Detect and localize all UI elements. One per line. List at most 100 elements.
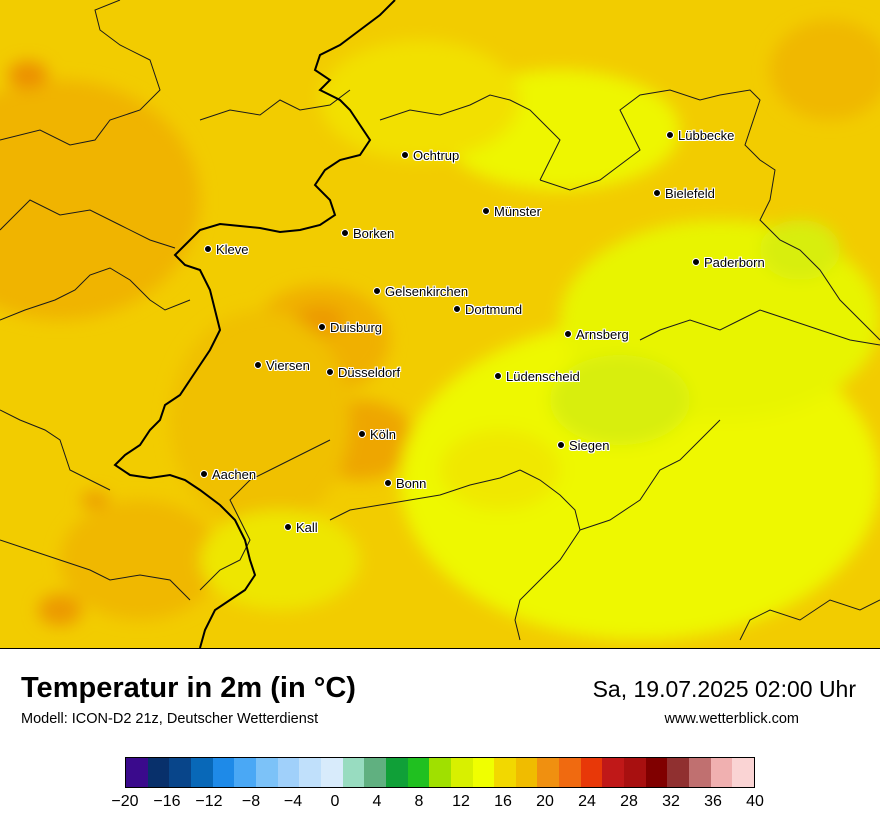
city-dot bbox=[341, 229, 349, 237]
temperature-colorbar bbox=[125, 757, 755, 788]
city-dot bbox=[384, 479, 392, 487]
colorbar-tick: 4 bbox=[372, 793, 382, 810]
colorbar-segment bbox=[602, 758, 625, 787]
temperature-patches bbox=[0, 20, 880, 640]
city-marker: Arnsberg bbox=[564, 326, 629, 342]
city-marker: Borken bbox=[341, 225, 394, 241]
colorbar-segment bbox=[126, 758, 148, 787]
city-name: Bonn bbox=[396, 475, 427, 491]
colorbar-tick: 16 bbox=[494, 793, 512, 810]
city-dot bbox=[401, 151, 409, 159]
city-marker: Dortmund bbox=[453, 301, 522, 317]
city-dot bbox=[358, 430, 366, 438]
city-name: Kleve bbox=[216, 241, 249, 257]
colorbar-segment bbox=[407, 758, 430, 787]
city-marker: Bielefeld bbox=[653, 185, 715, 201]
colorbar-segment bbox=[234, 758, 256, 787]
city-dot bbox=[204, 245, 212, 253]
city-marker: Düsseldorf bbox=[326, 364, 400, 380]
colorbar-segment bbox=[169, 758, 191, 787]
colorbar-segment bbox=[732, 758, 755, 787]
colorbar-tick: −4 bbox=[283, 793, 303, 810]
model-source: Modell: ICON-D2 21z, Deutscher Wetterdie… bbox=[21, 711, 319, 727]
colorbar-segment bbox=[645, 758, 668, 787]
city-dot bbox=[254, 361, 262, 369]
city-name: Lübbecke bbox=[678, 127, 735, 143]
city-marker: Kleve bbox=[204, 241, 249, 257]
city-dot bbox=[482, 207, 490, 215]
colorbar-segment bbox=[710, 758, 733, 787]
city-dot bbox=[318, 323, 326, 331]
colorbar-segment bbox=[385, 758, 408, 787]
colorbar-segment bbox=[472, 758, 495, 787]
colorbar-tick: 24 bbox=[578, 793, 596, 810]
colorbar-segment bbox=[494, 758, 516, 787]
temperature-map: Lübbecke Ochtrup Bielefeld Münster Borken Kle… bbox=[0, 0, 880, 649]
colorbar-segment bbox=[580, 758, 603, 787]
colorbar-segment bbox=[342, 758, 365, 787]
map-title: Temperatur in 2m (in °C) bbox=[21, 672, 356, 704]
city-name: Lüdenscheid bbox=[506, 368, 580, 384]
colorbar-tick: 20 bbox=[536, 793, 554, 810]
city-marker: Bonn bbox=[384, 475, 426, 491]
colorbar-segment bbox=[190, 758, 213, 787]
colorbar-segment bbox=[255, 758, 278, 787]
city-name: Gelsenkirchen bbox=[385, 283, 469, 299]
city-marker: Ochtrup bbox=[401, 147, 459, 163]
city-dot bbox=[557, 441, 565, 449]
city-name: Ochtrup bbox=[413, 147, 460, 163]
city-marker: Duisburg bbox=[318, 319, 382, 335]
city-marker: Lüdenscheid bbox=[494, 368, 580, 384]
city-name: Borken bbox=[353, 225, 395, 241]
valid-time: Sa, 19.07.2025 02:00 Uhr bbox=[592, 676, 856, 702]
colorbar-tick: −12 bbox=[195, 793, 223, 810]
city-dot bbox=[494, 372, 502, 380]
city-dot bbox=[373, 287, 381, 295]
city-name: Viersen bbox=[266, 357, 310, 373]
city-name: Aachen bbox=[212, 466, 257, 482]
colorbar-tick: 8 bbox=[414, 793, 424, 810]
city-dot bbox=[453, 305, 461, 313]
colorbar-tick: −8 bbox=[241, 793, 261, 810]
city-name: Arnsberg bbox=[576, 326, 629, 342]
city-dot bbox=[666, 131, 674, 139]
city-marker: Siegen bbox=[557, 437, 609, 453]
city-marker: Lübbecke bbox=[666, 127, 734, 143]
city-dot bbox=[692, 258, 700, 266]
colorbar-tick: 36 bbox=[704, 793, 722, 810]
city-name: Münster bbox=[494, 203, 541, 219]
city-name: Siegen bbox=[569, 437, 610, 453]
colorbar-segment bbox=[212, 758, 235, 787]
colorbar-segment bbox=[624, 758, 646, 787]
city-name: Paderborn bbox=[704, 254, 765, 270]
colorbar-segment bbox=[689, 758, 711, 787]
national-border bbox=[113, 0, 396, 648]
city-marker: Viersen bbox=[254, 357, 310, 373]
city-name: Bielefeld bbox=[665, 185, 715, 201]
city-name: Duisburg bbox=[330, 319, 383, 335]
colorbar-tick: −16 bbox=[153, 793, 181, 810]
colorbar-tick: 32 bbox=[662, 793, 680, 810]
colorbar-segment bbox=[667, 758, 690, 787]
city-dot bbox=[564, 330, 572, 338]
city-marker: Paderborn bbox=[692, 254, 765, 270]
colorbar-tick: 28 bbox=[620, 793, 638, 810]
city-name: Dortmund bbox=[465, 301, 523, 317]
city-dot bbox=[326, 368, 334, 376]
city-marker: Gelsenkirchen bbox=[373, 283, 468, 299]
colorbar-segment bbox=[429, 758, 451, 787]
colorbar-segment bbox=[277, 758, 300, 787]
colorbar-segment bbox=[320, 758, 343, 787]
colorbar-segment bbox=[299, 758, 321, 787]
colorbar-segment bbox=[147, 758, 170, 787]
city-name: Düsseldorf bbox=[338, 364, 401, 380]
colorbar-tick: 12 bbox=[452, 793, 470, 810]
website-link[interactable]: www.wetterblick.com bbox=[664, 711, 799, 727]
city-marker: Kall bbox=[284, 519, 318, 535]
city-dot bbox=[200, 470, 208, 478]
city-marker: Aachen bbox=[200, 466, 256, 482]
colorbar-segment bbox=[450, 758, 473, 787]
city-dot bbox=[653, 189, 661, 197]
colorbar-tick: 0 bbox=[330, 793, 340, 810]
city-name: Köln bbox=[370, 426, 397, 442]
